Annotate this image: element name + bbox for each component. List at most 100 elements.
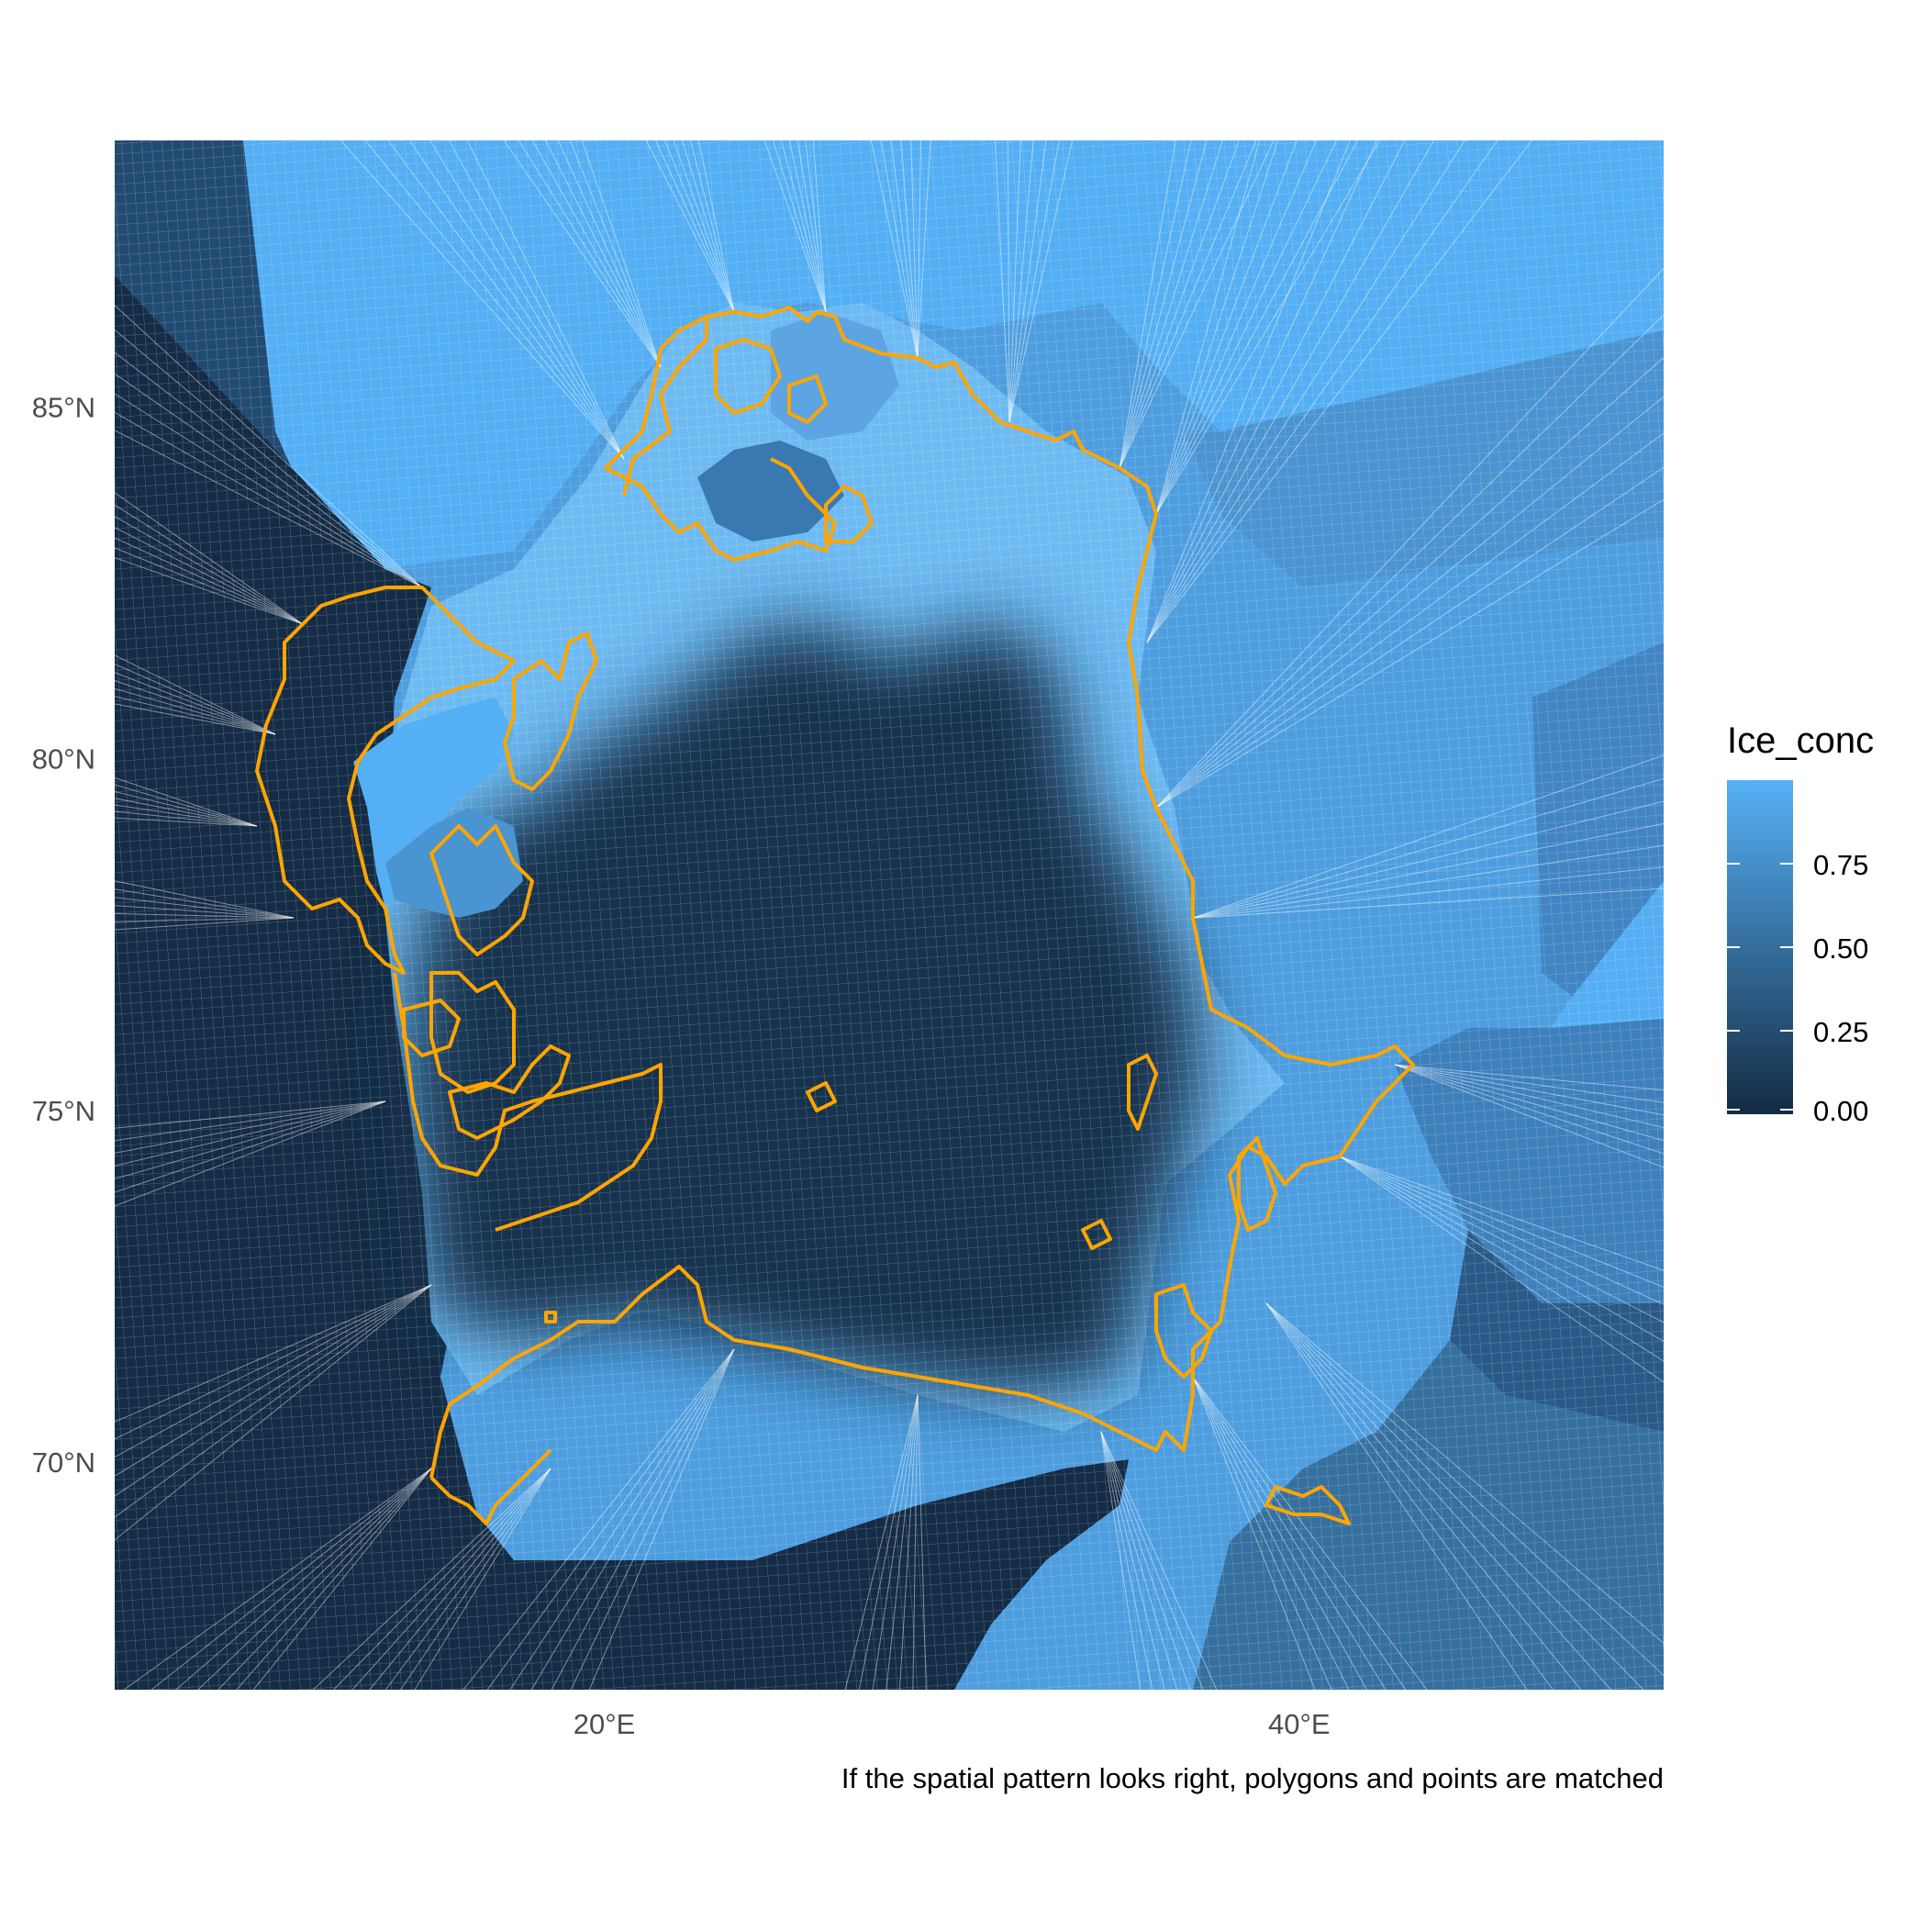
tessellation-ray [1192,800,1664,919]
tessellation-ray [115,305,423,588]
legend-title: Ice_conc [1727,720,1874,761]
tessellation-ray [115,329,423,588]
tessellation-ray [466,140,625,460]
tessellation-ray [1119,140,1223,469]
tessellation-ray [115,1284,432,1541]
tessellation-ray [1192,866,1664,919]
latitude-tick-label: 85°N [32,392,95,424]
tessellation-ray [1394,1064,1664,1091]
tessellation-ray [531,140,662,368]
patch-franz-josef-dark [697,441,844,542]
coastline-islet-3 [806,1081,837,1112]
tessellation-ray [115,672,276,735]
coastline-white-sea [1154,1283,1213,1379]
colorbar-legend: Ice_conc 0.00 0.25 0.50 0.75 [1727,720,1874,1127]
tessellation-ray [773,140,827,313]
tessellation-ray [115,810,258,827]
tessellation-ray [581,140,662,368]
coastline-islet-1 [544,1311,557,1323]
tessellation-ray [115,393,423,588]
tessellation-ray [1265,1302,1582,1690]
tessellation-ray [551,1348,735,1690]
tessellation-ray [400,1468,551,1690]
tessellation-ray [1100,1431,1204,1690]
coastline-edgeoya [429,971,516,1094]
tessellation-ray [387,140,625,460]
tessellation-ray [1119,140,1240,469]
tessellation-ray [1265,1302,1664,1644]
patch-franz-josef [771,312,899,441]
tessellation-ray [1100,1431,1142,1690]
tessellation-ray [844,1394,919,1690]
tessellation-ray [115,912,295,919]
tessellation-ray [115,1284,432,1497]
tessellation-ray [880,140,919,359]
tessellation-ray [115,1100,386,1167]
tessellation-ray [1192,822,1664,919]
tessellation-ray [917,140,931,359]
tessellation-ray [1155,466,1664,809]
tessellation-ray [681,140,735,313]
tessellation-ray [569,140,662,368]
tessellation-ray [1100,1431,1165,1690]
tessellation-ray [1119,140,1257,469]
tessellation-ray [1394,1064,1664,1129]
tessellation-ray [1100,1431,1153,1690]
coastline-svalbard-south [393,972,663,1232]
tessellation-ray [115,1284,432,1518]
tessellation-ray [115,880,295,919]
coastline-franz-josef [714,338,828,424]
latitude-tick-label: 70°N [32,1446,95,1479]
tessellation-ray [1119,140,1192,469]
tessellation-ray [115,1284,432,1477]
tessellation-ray [1192,1376,1316,1690]
tessellation-ray [449,140,625,460]
tessellation-ray [115,664,276,735]
tessellation-ray [115,527,304,625]
tessellation-ray [115,373,423,588]
tessellation-ray [789,140,827,313]
tessellation-ray [217,1468,432,1690]
coastline-hopen-chain [448,1044,571,1140]
tessellation-ray [1008,140,1034,423]
tessellation-ray [462,1348,735,1690]
tessellation-ray [805,140,827,313]
tessellation-ray [150,1468,432,1690]
tessellation-ray [886,1394,919,1690]
tessellation-ray [115,516,304,625]
tessellation-ray [503,140,662,368]
tessellation-ray [384,1468,551,1690]
coastline-ice-edge-north [604,310,837,562]
tessellation-ray [1119,140,1208,469]
tessellation-ray [115,411,423,588]
tessellation-ray [115,504,304,625]
tessellation-ray [115,784,258,827]
tessellation-ray [115,776,258,827]
tessellation-ray [1155,140,1261,515]
coastline-franz-josef-east [824,485,874,543]
tessellation-ray [409,140,625,460]
tessellation-ray [1146,140,1532,643]
tessellation-ray [1192,777,1664,919]
coastline-islet-2 [1081,1219,1112,1250]
tessellation-ray [570,1348,735,1690]
tessellation-ray [910,140,919,359]
tessellation-ray [115,696,276,735]
latitude-tick-label: 80°N [32,743,95,776]
tessellation-ray [1146,140,1498,643]
legend-tick-label: 0.00 [1813,1095,1868,1127]
tessellation-ray [1339,1156,1664,1342]
tessellation-ray [697,140,735,313]
tessellation-ray [1155,140,1317,515]
tessellation-ray [1146,140,1465,643]
tessellation-ray [1394,1064,1664,1103]
longitude-tick-labels: 20°E 40°E [574,1708,1331,1740]
tessellation-ray [115,1100,386,1207]
tessellation-ray [369,1468,551,1690]
tessellation-ray [1155,432,1664,809]
tessellation-ray [858,1394,919,1690]
tessellation-ray [1192,1376,1350,1690]
tessellation-ray [812,140,827,313]
tessellation-ray [664,140,735,313]
